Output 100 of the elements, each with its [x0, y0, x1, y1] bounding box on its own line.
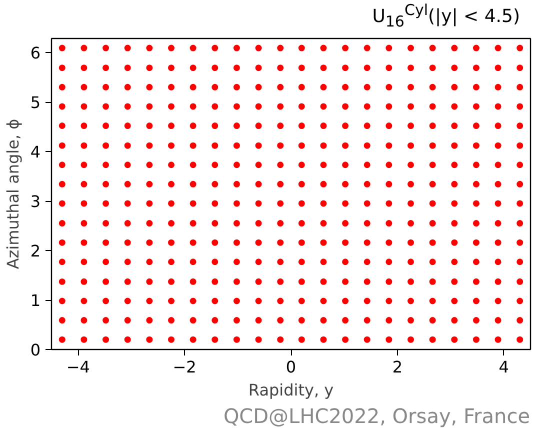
point: [255, 103, 262, 110]
point: [124, 142, 131, 149]
point: [80, 64, 88, 72]
y-axis-title: Azimuthal angle, ϕ: [3, 118, 22, 270]
point: [233, 336, 240, 343]
point: [342, 84, 349, 90]
point: [364, 103, 370, 110]
point: [472, 258, 480, 266]
point: [408, 200, 414, 207]
point: [494, 64, 502, 72]
point: [190, 258, 196, 266]
point: [408, 317, 414, 324]
point: [233, 258, 240, 266]
point: [102, 64, 110, 72]
point: [80, 122, 88, 130]
point: [80, 44, 88, 52]
point: [364, 142, 370, 149]
point: [451, 44, 458, 52]
point: [212, 258, 218, 266]
point: [451, 64, 458, 72]
point: [298, 180, 305, 188]
point: [364, 336, 370, 343]
point: [451, 103, 458, 110]
point: [429, 122, 436, 130]
point: [342, 142, 349, 149]
point: [102, 220, 110, 227]
point: [408, 336, 414, 343]
point: [277, 258, 284, 266]
point: [212, 122, 218, 130]
point: [320, 298, 327, 304]
point: [494, 239, 502, 246]
point: [364, 84, 370, 90]
point: [342, 64, 349, 72]
point: [277, 44, 284, 52]
point: [212, 180, 218, 188]
y-tick-label: 4: [30, 142, 41, 162]
point: [408, 64, 414, 72]
point: [386, 142, 392, 149]
point: [298, 317, 305, 324]
point: [80, 336, 88, 343]
point: [80, 180, 88, 188]
point: [516, 239, 524, 246]
point: [124, 298, 131, 304]
point: [124, 122, 131, 130]
point: [124, 84, 131, 90]
point: [255, 278, 262, 285]
point: [233, 239, 240, 246]
point: [429, 103, 436, 110]
point: [451, 336, 458, 343]
point: [168, 122, 174, 130]
point: [472, 64, 480, 72]
point: [364, 64, 370, 72]
point: [408, 103, 414, 110]
point: [494, 84, 502, 90]
point: [342, 317, 349, 324]
point: [386, 220, 392, 227]
point: [516, 317, 524, 324]
point: [494, 317, 502, 324]
point: [516, 220, 524, 227]
point: [516, 162, 524, 168]
x-tick-label: −2: [172, 358, 196, 376]
y-tick-label: 0: [30, 340, 41, 360]
point: [168, 162, 174, 168]
x-tick-label: 4: [498, 358, 509, 376]
point: [255, 220, 262, 227]
point: [233, 44, 240, 52]
point: [146, 220, 153, 227]
point: [146, 200, 153, 207]
point: [320, 239, 327, 246]
point: [233, 278, 240, 285]
point: [102, 103, 110, 110]
point: [212, 103, 218, 110]
point: [277, 317, 284, 324]
point: [298, 103, 305, 110]
point: [168, 180, 174, 188]
point: [451, 180, 458, 188]
point: [494, 200, 502, 207]
point: [298, 142, 305, 149]
point: [58, 122, 66, 130]
point: [233, 84, 240, 90]
y-tick-label: 1: [30, 291, 41, 310]
point: [408, 122, 414, 130]
point: [298, 44, 305, 52]
point: [342, 200, 349, 207]
point: [451, 298, 458, 304]
point: [58, 162, 66, 168]
point: [320, 336, 327, 343]
point: [277, 298, 284, 304]
point: [364, 162, 370, 168]
point: [277, 220, 284, 227]
point: [429, 336, 436, 343]
point: [212, 239, 218, 246]
point: [124, 180, 131, 188]
point: [146, 64, 153, 72]
point: [451, 239, 458, 246]
point: [58, 336, 66, 343]
point: [472, 180, 480, 188]
point: [168, 142, 174, 149]
point: [168, 44, 174, 52]
point: [146, 142, 153, 149]
